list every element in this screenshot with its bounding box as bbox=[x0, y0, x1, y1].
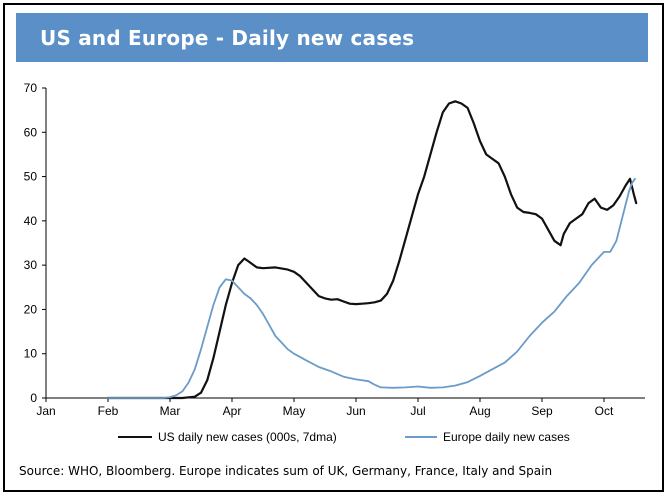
chart-title: US and Europe - Daily new cases bbox=[40, 26, 415, 50]
y-tick-label: 20 bbox=[24, 302, 38, 316]
series-line-europe bbox=[107, 177, 636, 399]
y-tick-label: 60 bbox=[24, 125, 38, 139]
x-tick-label: Jan bbox=[36, 404, 55, 418]
x-tick-label: Jun bbox=[346, 404, 365, 418]
x-tick-label: May bbox=[283, 404, 306, 418]
y-tick-label: 10 bbox=[24, 347, 38, 361]
y-tick-label: 40 bbox=[24, 214, 38, 228]
x-tick-label: Feb bbox=[98, 404, 119, 418]
axes: 0 10 20 30 40 50 60 70 Jan Feb Mar Apr May Jun Jul Aug S… bbox=[24, 81, 645, 418]
x-tick-label: Aug bbox=[469, 404, 490, 418]
y-tick-label: 0 bbox=[30, 391, 37, 405]
x-tick-label: Mar bbox=[160, 404, 181, 418]
series-line-us bbox=[106, 100, 638, 400]
y-tick-label: 50 bbox=[24, 170, 38, 184]
title-banner: US and Europe - Daily new cases bbox=[16, 13, 648, 62]
legend-label-europe: Europe daily new cases bbox=[443, 430, 570, 444]
chart-frame bbox=[3, 3, 664, 492]
x-tick-label: Jul bbox=[410, 404, 425, 418]
x-tick-label: Sep bbox=[531, 404, 553, 418]
x-tick-label: Oct bbox=[595, 404, 614, 418]
series-group bbox=[106, 100, 638, 400]
legend-label-us: US daily new cases (000s, 7dma) bbox=[158, 430, 337, 444]
legend: US daily new cases (000s, 7dma) Europe da… bbox=[118, 430, 570, 444]
source-note: Source: WHO, Bloomberg. Europe indicates… bbox=[19, 464, 553, 478]
y-tick-label: 30 bbox=[24, 258, 38, 272]
y-tick-label: 70 bbox=[24, 81, 38, 95]
x-tick-label: Apr bbox=[223, 404, 242, 418]
